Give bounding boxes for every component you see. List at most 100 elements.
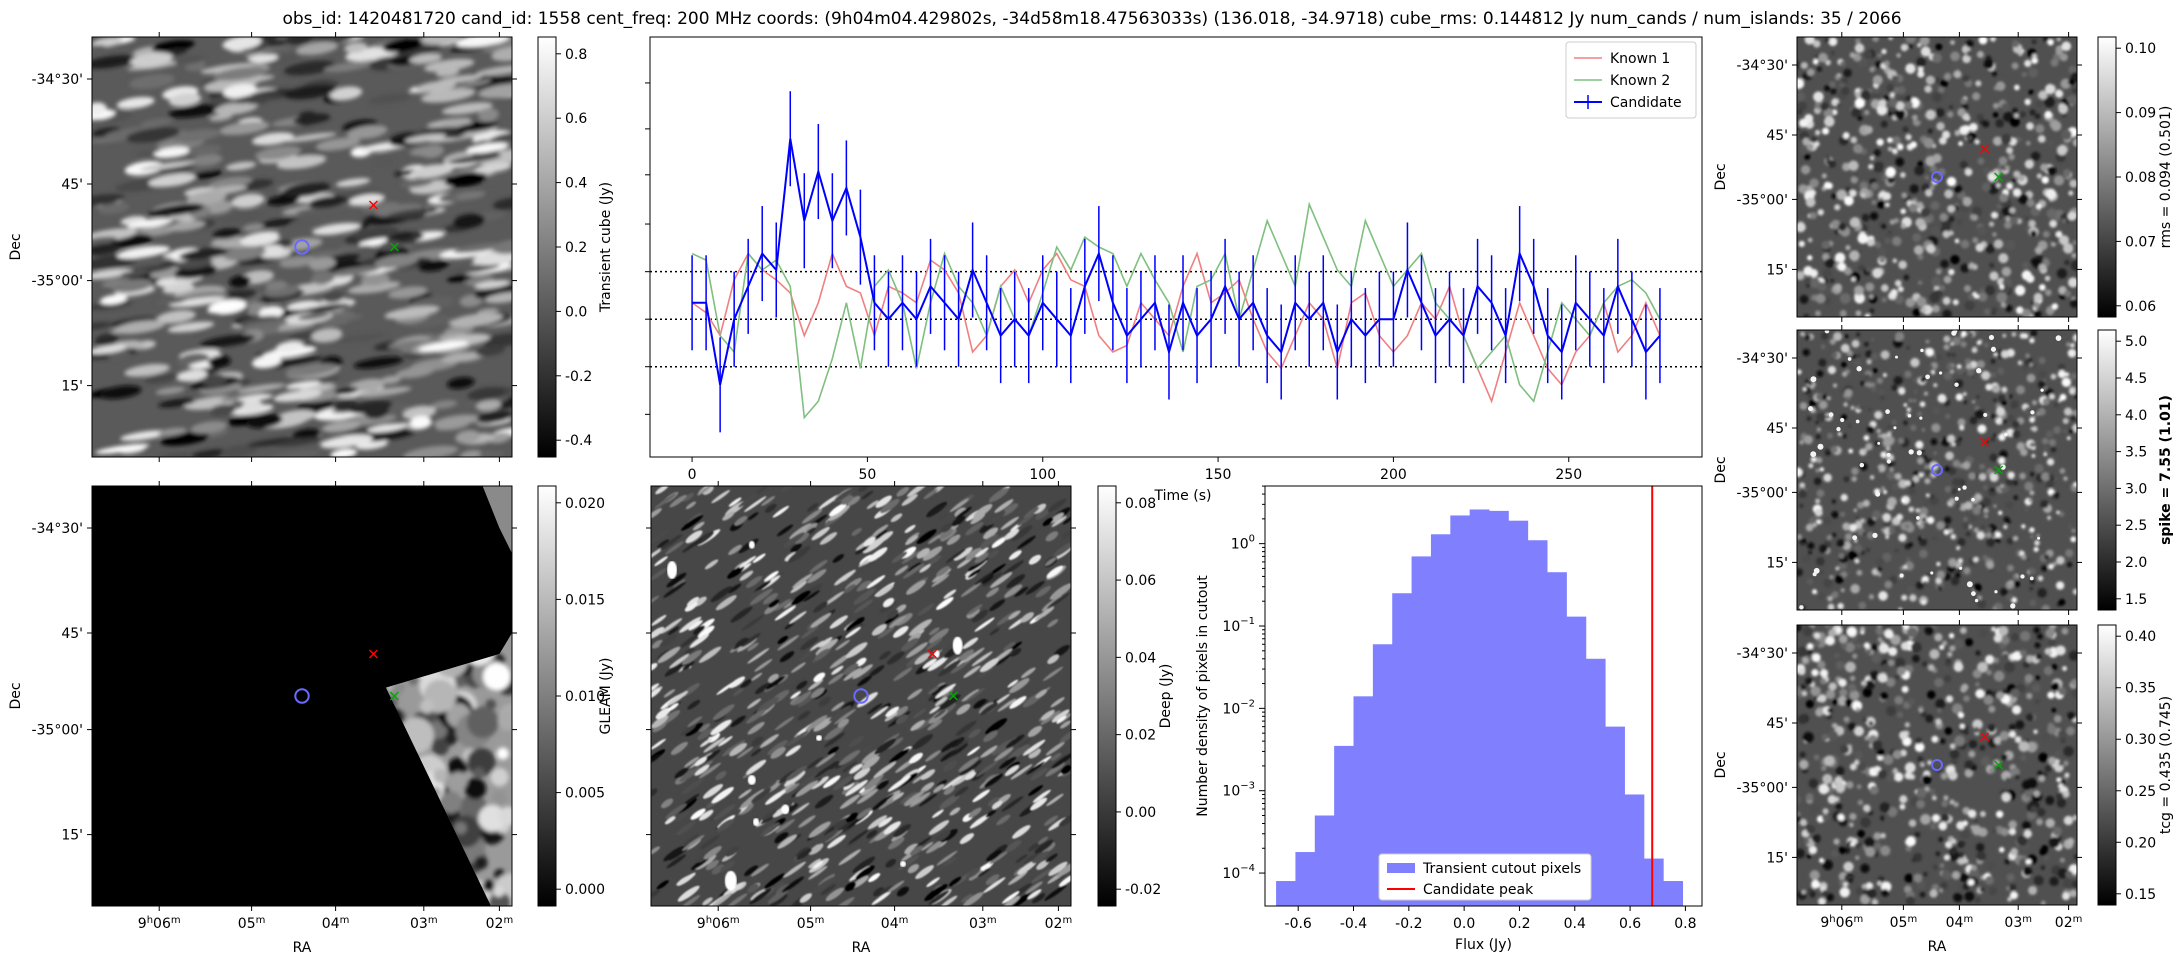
bright-pixel [2010, 603, 2016, 609]
colorbar-tick-label: -0.02 [1125, 882, 1161, 898]
known1-marker [927, 649, 937, 659]
bright-pixel [1988, 334, 1995, 341]
histogram-bar [1605, 726, 1625, 906]
bright-pixel [1899, 573, 1904, 578]
dec-tick-label: -35°00' [1736, 192, 1788, 208]
image-noise [92, 37, 512, 457]
bright-pixel [1966, 581, 1973, 588]
bright-pixel [1875, 491, 1881, 497]
colorbar-tick-label: 1.5 [2125, 592, 2147, 608]
dec-tick-label: 15' [1766, 262, 1788, 278]
bright-pixel [1908, 449, 1914, 455]
histogram-bar [1372, 644, 1393, 906]
histogram-bar [1430, 534, 1451, 906]
dec-tick-label: -34°30' [1736, 646, 1788, 662]
bright-pixel [1971, 497, 1975, 502]
image-pixels [651, 486, 1071, 906]
histogram-bar [1334, 745, 1354, 906]
bright-source [748, 540, 755, 549]
lightcurve-legend: Known 1 Known 2 Candidate [1565, 41, 1697, 119]
histogram-legend: Transient cutout pixels Candidate peak [1378, 853, 1592, 901]
bright-source [816, 735, 822, 741]
x-tick-label: 100 [1029, 467, 1056, 483]
colorbar-tick-label: 0.6 [565, 111, 587, 127]
bright-pixel [1813, 567, 1820, 574]
histogram-bar [1411, 556, 1432, 906]
bright-pixel [1959, 566, 1963, 570]
known1-marker [1980, 732, 1990, 742]
bright-pixel [1976, 368, 1982, 374]
known1-marker [1980, 144, 1990, 154]
colorbar-tick-label: 0.00 [1125, 805, 1156, 821]
bright-pixel [1828, 412, 1834, 417]
dec-tick-label: 15' [1766, 555, 1788, 571]
dec-tick-label: 45' [61, 177, 83, 193]
colorbar-tick-label: 0.0 [565, 304, 587, 320]
bright-pixel [2003, 432, 2008, 437]
dec-tick-label: 15' [61, 379, 83, 395]
bright-pixel [1974, 598, 1979, 603]
bright-pixel [1840, 417, 1845, 423]
y-tick-label: 10−2 [1222, 698, 1255, 717]
histogram-bar [1624, 794, 1645, 906]
colorbar [2097, 624, 2117, 906]
ra-tick-label: 03m [969, 915, 997, 932]
ra-tick-label: 05m [797, 915, 825, 932]
legend-box [1378, 853, 1592, 901]
colorbar-tick-label: 0.10 [2125, 41, 2156, 57]
colorbar-tick-label: 0.07 [2125, 234, 2156, 250]
panel-spike: -34°30' 45' -35°00' 15' Dec 5.0 4.5 4.0 3.5 3.0 2.… [1713, 325, 2174, 615]
colorbar-tick-label: -0.2 [565, 369, 592, 385]
candidate-marker [1931, 171, 1943, 183]
bright-pixel [2040, 388, 2044, 392]
histogram-bar [1527, 540, 1548, 906]
bright-source [667, 561, 677, 579]
bright-pixel [1916, 450, 1922, 456]
legend-label: Known 2 [1610, 73, 1670, 89]
bright-pixel [1817, 443, 1824, 450]
image-pixels [1797, 625, 2077, 905]
histogram-plot: -0.6 -0.4 -0.2 0.0 0.2 0.4 0.6 0.8 10−4 10−3 10−2 1… [1195, 485, 1703, 953]
colorbar-tick-label: 3.0 [2125, 481, 2147, 497]
bright-pixel [1954, 382, 1959, 387]
ra-tick-label: 03m [2004, 914, 2032, 931]
y-tick-label: 100 [1231, 534, 1255, 553]
colorbar-tick-label: 0.30 [2125, 732, 2156, 748]
colorbar-tick-label: 4.0 [2125, 408, 2147, 424]
ra-tick-label: 05m [238, 915, 266, 932]
colorbar-tick-label: 0.09 [2125, 106, 2156, 122]
colorbar-tick-label: 0.35 [2125, 681, 2156, 697]
histogram-bar [1547, 572, 1567, 906]
x-tick-label: 50 [858, 467, 876, 483]
colorbar-tick-label: 5.0 [2125, 334, 2147, 350]
bright-pixel [1872, 532, 1878, 539]
legend-label: Candidate peak [1423, 882, 1534, 898]
x-tick-label: 200 [1380, 467, 1407, 483]
image-frame [1796, 329, 2078, 611]
x-tick-label: -0.2 [1395, 916, 1422, 932]
colorbar-tick-label: 0.8 [565, 47, 587, 63]
lightcurve-plot: 0 50 100 150 200 250 Time (s) Known 1 Known 2 Can… [645, 36, 1703, 504]
colorbar-tick-label: 0.4 [565, 176, 587, 192]
colorbar [1097, 485, 1117, 907]
dec-tick-label: -34°30' [1736, 58, 1788, 74]
colorbar-tick-label: 3.5 [2125, 445, 2147, 461]
colorbar [2097, 36, 2117, 318]
dec-tick-label: -35°00' [1736, 780, 1788, 796]
bright-source [747, 775, 756, 785]
bright-pixel [1856, 366, 1862, 372]
colorbar-tick-label: 0.2 [565, 240, 587, 256]
ra-tick-label: 9h06m [697, 915, 740, 932]
bright-source [952, 636, 963, 655]
colorbar-tick-label: 0.000 [565, 882, 605, 898]
bright-pixel [1994, 590, 1998, 594]
dec-tick-label: 45' [1766, 421, 1788, 437]
image-pixels [92, 37, 512, 457]
dec-tick-label: 15' [61, 828, 83, 844]
lightcurve-area [650, 91, 1702, 433]
image-noise [1797, 37, 2077, 317]
bright-pixel [1810, 376, 1817, 383]
panel-tcg: -34°30' 45' -35°00' 15' 9h06m 05m 04m 03m 02m Dec… [1713, 620, 2174, 955]
bright-pixel [1812, 572, 1817, 577]
bright-pixel [2020, 574, 2025, 579]
